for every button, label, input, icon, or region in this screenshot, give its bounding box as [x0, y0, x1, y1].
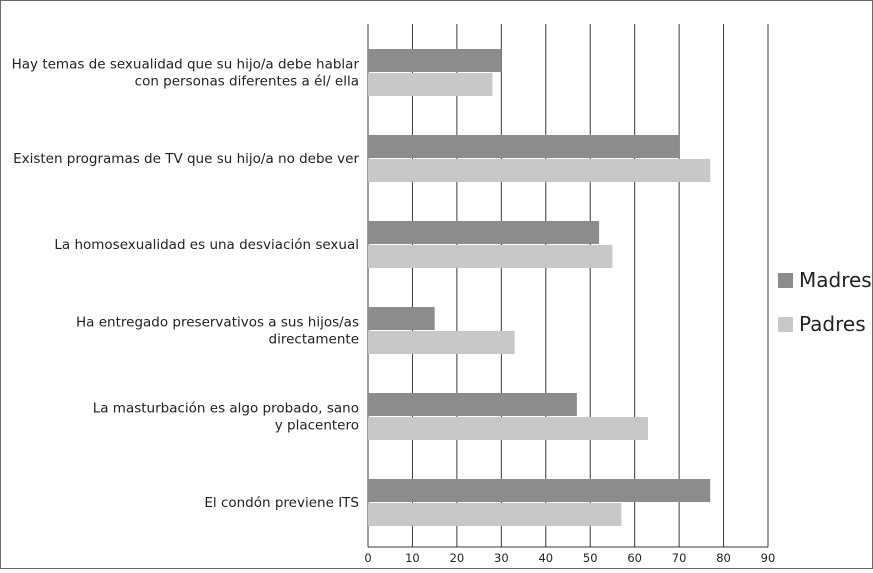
- x-tick-label: 40: [538, 551, 553, 565]
- category-label: Hay temas de sexualidad que su hijo/a de…: [12, 57, 360, 73]
- category-label: Existen programas de TV que su hijo/a no…: [13, 151, 359, 167]
- bar-padres-2: [368, 245, 613, 268]
- bar-madres-2: [368, 221, 600, 244]
- bar-padres-4: [368, 417, 648, 440]
- bar-padres-1: [368, 159, 711, 182]
- legend-swatch-madres: [778, 273, 793, 288]
- bar-madres-3: [368, 307, 435, 330]
- bar-madres-4: [368, 393, 577, 416]
- x-tick-label: 20: [450, 551, 465, 565]
- x-tick-label: 0: [364, 551, 371, 565]
- bar-madres-1: [368, 135, 680, 158]
- legend-label-madres: Madres: [799, 268, 872, 292]
- bar-padres-3: [368, 331, 515, 354]
- x-tick-label: 90: [761, 551, 776, 565]
- x-tick-label: 80: [716, 551, 731, 565]
- category-label: El condón previene ITS: [204, 495, 359, 511]
- x-tick-label: 60: [627, 551, 642, 565]
- category-label: y placentero: [275, 418, 359, 434]
- x-tick-label: 30: [494, 551, 509, 565]
- category-label: La homosexualidad es una desviación sexu…: [54, 237, 359, 253]
- bar-padres-0: [368, 73, 493, 96]
- bar-padres-5: [368, 503, 622, 526]
- x-tick-label: 10: [405, 551, 420, 565]
- legend-swatch-padres: [778, 317, 793, 332]
- category-label: con personas diferentes a él/ ella: [135, 74, 359, 90]
- category-label: La masturbación es algo probado, sano: [93, 401, 359, 417]
- bar-madres-0: [368, 49, 502, 72]
- x-tick-label: 70: [672, 551, 687, 565]
- category-label: directamente: [269, 332, 359, 348]
- legend-label-padres: Padres: [799, 312, 866, 336]
- x-tick-label: 50: [583, 551, 598, 565]
- bar-madres-5: [368, 479, 711, 502]
- category-label: Ha entregado preservativos a sus hijos/a…: [76, 315, 359, 331]
